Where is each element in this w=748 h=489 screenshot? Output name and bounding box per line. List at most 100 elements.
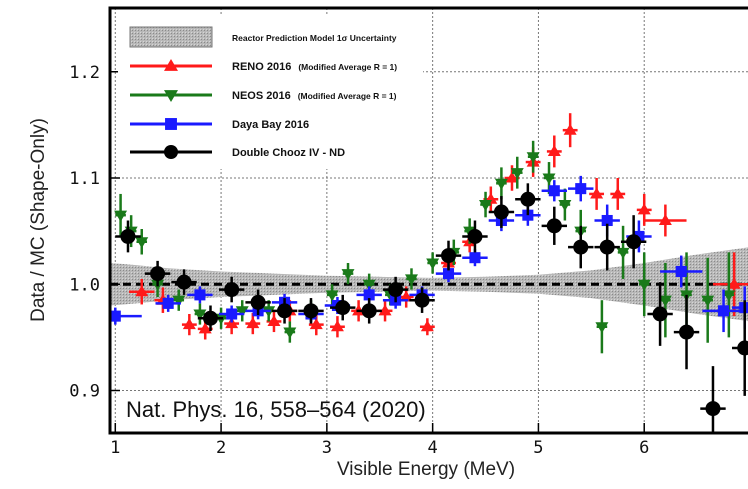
- data-point: [250, 294, 266, 310]
- data-point: [520, 191, 536, 207]
- data-point: [493, 204, 509, 220]
- data-point: [637, 203, 651, 215]
- x-tick-label: 4: [428, 438, 438, 458]
- data-point: [120, 228, 136, 244]
- data-point: [701, 295, 715, 307]
- legend-label: RENO 2016: [232, 61, 291, 73]
- data-point: [705, 401, 721, 417]
- data-point: [479, 200, 493, 212]
- data-point: [722, 290, 736, 302]
- data-point: [442, 268, 455, 280]
- legend-marker: [164, 59, 178, 71]
- data-point: [363, 289, 375, 301]
- data-point: [135, 285, 149, 297]
- data-point: [198, 322, 212, 334]
- x-tick-label: 1: [110, 438, 120, 458]
- legend-label: Double Chooz IV - ND: [232, 147, 345, 159]
- legend-band-swatch: [129, 26, 213, 48]
- series-double-chooz-iv-nd: [115, 183, 748, 433]
- data-point: [309, 318, 323, 330]
- data-point: [224, 282, 240, 298]
- data-point: [637, 279, 651, 291]
- data-point: [727, 277, 741, 289]
- data-point: [283, 327, 297, 339]
- data-point: [601, 214, 613, 227]
- data-point: [626, 234, 642, 250]
- data-point: [542, 173, 556, 185]
- x-tick-label: 2: [216, 438, 226, 458]
- data-point: [225, 317, 239, 329]
- data-point: [388, 282, 404, 298]
- legend-label: Reactor Prediction Model 1σ Uncertainty: [232, 33, 397, 43]
- x-axis-label: Visible Energy (MeV): [337, 459, 515, 480]
- data-point: [590, 187, 604, 199]
- data-series: [110, 113, 748, 433]
- data-point: [150, 266, 166, 282]
- y-tick-label: 1.0: [69, 275, 100, 295]
- data-point: [441, 248, 457, 264]
- data-point: [469, 252, 481, 264]
- data-point: [563, 123, 577, 135]
- data-point: [194, 289, 206, 301]
- data-point: [162, 297, 174, 309]
- data-point: [110, 310, 121, 322]
- data-point: [616, 247, 630, 259]
- data-point: [505, 171, 519, 183]
- legend-marker: [165, 118, 177, 130]
- x-tick-label: 5: [533, 438, 543, 458]
- data-point: [277, 303, 293, 319]
- y-axis-label: Data / MC (Shape-Only): [28, 118, 49, 322]
- data-point: [399, 290, 413, 302]
- data-point: [414, 292, 430, 308]
- data-point: [246, 317, 260, 329]
- legend-marker: [164, 145, 178, 159]
- data-point: [303, 303, 319, 319]
- data-point: [658, 295, 672, 307]
- data-point: [467, 228, 483, 244]
- data-point: [114, 210, 128, 222]
- data-point: [362, 279, 376, 291]
- data-point: [652, 306, 668, 322]
- data-point: [325, 290, 339, 302]
- legend-label: NEOS 2016: [232, 90, 291, 102]
- data-point: [595, 322, 609, 334]
- legend-marker: [164, 90, 178, 102]
- data-point: [330, 320, 344, 332]
- x-tick-label: 3: [322, 438, 332, 458]
- data-point: [341, 269, 355, 281]
- legend-label: Daya Bay 2016: [232, 119, 309, 131]
- data-point: [548, 185, 560, 197]
- data-point: [226, 308, 238, 320]
- data-point: [335, 300, 351, 316]
- data-point: [558, 200, 572, 212]
- data-point: [737, 340, 748, 356]
- data-point: [526, 152, 540, 164]
- data-point: [267, 314, 281, 326]
- legend-note: (Modified Average R = 1): [298, 91, 397, 101]
- data-point: [361, 303, 377, 319]
- citation-annotation: Nat. Phys. 16, 558–564 (2020): [126, 397, 426, 422]
- legend-note: (Modified Average R = 1): [298, 62, 397, 72]
- data-point: [599, 239, 615, 255]
- data-point: [494, 178, 508, 190]
- data-point: [420, 320, 434, 332]
- y-tick-label: 0.9: [69, 382, 100, 402]
- data-point: [679, 324, 695, 340]
- data-point: [611, 187, 625, 199]
- data-point: [182, 318, 196, 330]
- y-tick-label: 1.1: [69, 169, 100, 189]
- data-point: [426, 258, 440, 270]
- data-point: [573, 239, 589, 255]
- legend: Reactor Prediction Model 1σ Uncertainty R…: [118, 14, 423, 169]
- data-point: [176, 274, 192, 290]
- data-point: [404, 274, 418, 286]
- data-point: [235, 306, 249, 318]
- data-point: [510, 168, 524, 180]
- data-point: [658, 214, 672, 226]
- x-tick-label: 6: [639, 438, 649, 458]
- data-point: [378, 304, 392, 316]
- data-point: [135, 237, 149, 249]
- y-tick-label: 1.2: [69, 63, 100, 83]
- plot-frame: [108, 6, 748, 435]
